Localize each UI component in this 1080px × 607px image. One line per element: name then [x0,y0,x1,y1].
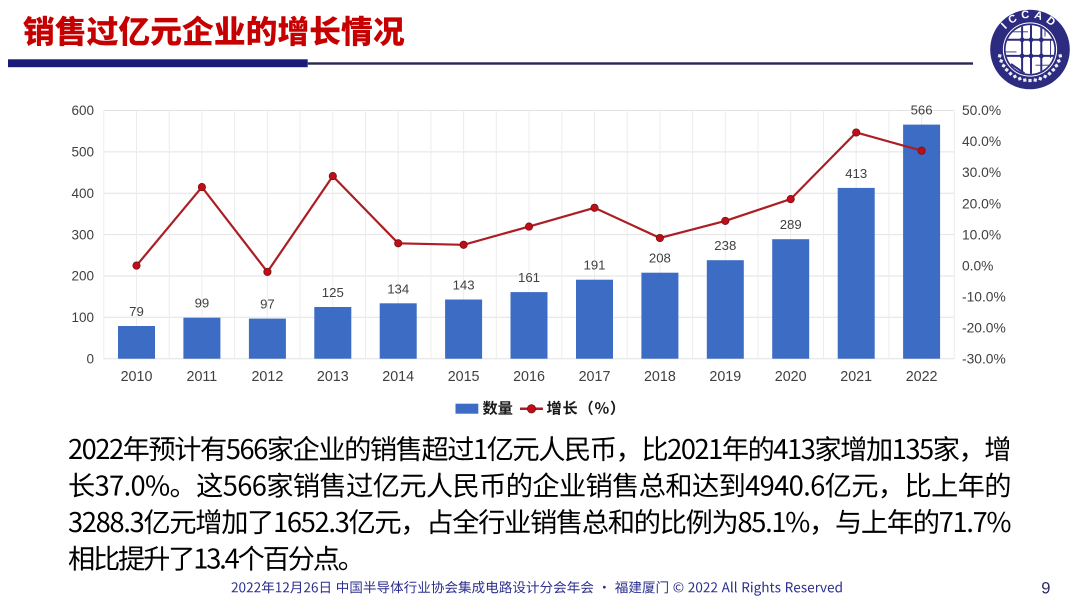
svg-text:2015: 2015 [448,369,480,385]
svg-text:2019: 2019 [709,369,741,385]
svg-text:0: 0 [86,351,94,366]
svg-text:20.0%: 20.0% [962,196,1001,211]
svg-text:2014: 2014 [382,369,414,385]
svg-text:2020: 2020 [775,369,807,385]
svg-text:10.0%: 10.0% [962,227,1001,242]
svg-text:40.0%: 40.0% [962,134,1001,149]
svg-text:2016: 2016 [513,369,545,385]
svg-text:161: 161 [518,270,540,285]
svg-text:2011: 2011 [187,369,218,385]
svg-text:2018: 2018 [644,369,676,385]
svg-text:99: 99 [195,296,210,311]
svg-text:500: 500 [71,145,94,160]
svg-text:97: 97 [260,297,275,312]
svg-text:-10.0%: -10.0% [962,289,1006,304]
svg-text:100: 100 [71,310,94,325]
svg-text:2012: 2012 [251,369,283,385]
svg-text:300: 300 [71,227,94,242]
svg-text:208: 208 [649,251,671,266]
svg-text:200: 200 [71,269,94,284]
svg-text:125: 125 [322,285,344,300]
svg-text:413: 413 [845,166,867,181]
svg-text:143: 143 [453,278,475,293]
svg-text:30.0%: 30.0% [962,165,1001,180]
svg-text:0.0%: 0.0% [962,258,993,273]
svg-text:50.0%: 50.0% [962,103,1001,118]
svg-text:238: 238 [714,238,736,253]
svg-text:400: 400 [71,186,94,201]
svg-text:79: 79 [129,304,144,319]
svg-text:600: 600 [71,103,94,118]
svg-text:566: 566 [911,103,933,118]
svg-text:9: 9 [1041,580,1050,598]
svg-text:2022: 2022 [906,369,938,385]
svg-text:2021: 2021 [840,369,872,385]
svg-text:134: 134 [387,281,409,296]
svg-text:-30.0%: -30.0% [962,351,1006,366]
svg-text:2017: 2017 [579,369,611,385]
svg-text:191: 191 [583,258,605,273]
svg-text:2013: 2013 [317,369,349,385]
svg-text:289: 289 [780,217,802,232]
svg-text:-20.0%: -20.0% [962,320,1006,335]
svg-text:2010: 2010 [121,369,153,385]
